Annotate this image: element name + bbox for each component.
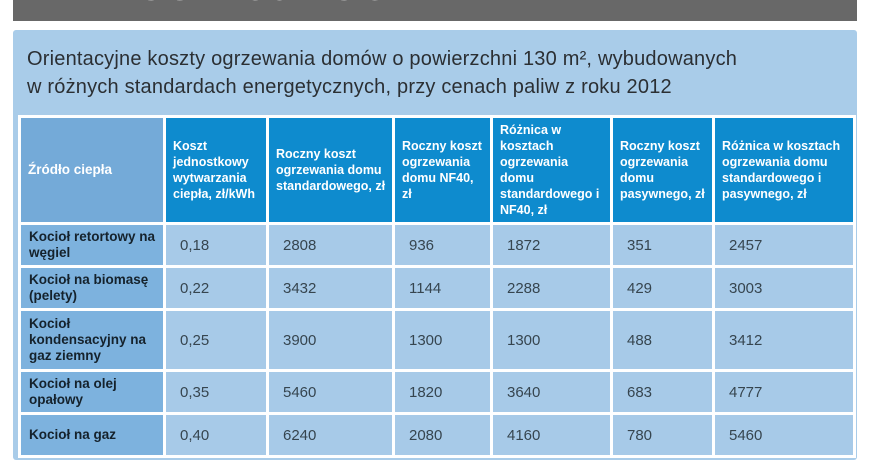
table-cell: 936	[395, 225, 490, 265]
table-cell: 3432	[269, 268, 392, 308]
title-banner: ILE KOSZTUJE OGRZEWANIE?	[13, 0, 857, 21]
table-cell: 0,25	[166, 311, 266, 369]
table-cell: 683	[613, 372, 712, 412]
description-line-2: w różnych standardach energetycznych, pr…	[27, 76, 672, 98]
table-description: Orientacyjne koszty ogrzewania domów o p…	[13, 30, 857, 101]
table-cell: 1300	[493, 311, 610, 369]
table-cell: 3640	[493, 372, 610, 412]
table-cell: 0,40	[166, 415, 266, 455]
row-header-coal-boiler: Kocioł retortowy na węgiel	[21, 225, 163, 265]
table-cell: 2457	[715, 225, 853, 265]
table-cell: 3900	[269, 311, 392, 369]
description-line-1: Orientacyjne koszty ogrzewania domów o p…	[27, 48, 738, 70]
table-row: Kocioł na gaz 0,40 6240 2080 4160 780 54…	[21, 415, 853, 455]
table-cell: 2288	[493, 268, 610, 308]
column-header-heat-source: Źródło ciepła	[21, 118, 163, 222]
table-row: Kocioł kondensacyjny na gaz ziemny 0,25 …	[21, 311, 853, 369]
page-title: ILE KOSZTUJE OGRZEWANIE?	[35, 0, 622, 7]
table-cell: 0,18	[166, 225, 266, 265]
table-cell: 3003	[715, 268, 853, 308]
table-cell: 2080	[395, 415, 490, 455]
column-header-standard-house-cost: Roczny koszt ogrzewania domu standardowe…	[269, 118, 392, 222]
table-cell: 2808	[269, 225, 392, 265]
table-cell: 429	[613, 268, 712, 308]
table-row: Kocioł na biomasę (pelety) 0,22 3432 114…	[21, 268, 853, 308]
table-cell: 351	[613, 225, 712, 265]
table-cell: 4777	[715, 372, 853, 412]
row-header-biomass-boiler: Kocioł na biomasę (pelety)	[21, 268, 163, 308]
table-cell: 1820	[395, 372, 490, 412]
table-cell: 3412	[715, 311, 853, 369]
table-cell: 488	[613, 311, 712, 369]
table-cell: 0,35	[166, 372, 266, 412]
table-cell: 1872	[493, 225, 610, 265]
row-header-condensing-gas-boiler: Kocioł kondensacyjny na gaz ziemny	[21, 311, 163, 369]
column-header-diff-standard-passive: Różnica w kosztach ogrzewania domu stand…	[715, 118, 853, 222]
column-header-unit-cost: Koszt jednostkowy wytwarzania ciepła, zł…	[166, 118, 266, 222]
table-row: Kocioł na olej opałowy 0,35 5460 1820 36…	[21, 372, 853, 412]
column-header-diff-standard-nf40: Różnica w kosztach ogrzewania domu stand…	[493, 118, 610, 222]
table-cell: 5460	[715, 415, 853, 455]
info-panel: Orientacyjne koszty ogrzewania domów o p…	[13, 30, 857, 460]
column-header-nf40-house-cost: Roczny koszt ogrzewania domu NF40, zł	[395, 118, 490, 222]
header-row: Źródło ciepła Koszt jednostkowy wytwarza…	[21, 118, 853, 222]
column-header-passive-house-cost: Roczny koszt ogrzewania domu pasywnego, …	[613, 118, 712, 222]
table-cell: 780	[613, 415, 712, 455]
table-cell: 1300	[395, 311, 490, 369]
row-header-oil-boiler: Kocioł na olej opałowy	[21, 372, 163, 412]
table-cell: 4160	[493, 415, 610, 455]
table-cell: 5460	[269, 372, 392, 412]
table-cell: 0,22	[166, 268, 266, 308]
row-header-lpg-boiler: Kocioł na gaz	[21, 415, 163, 455]
table-row: Kocioł retortowy na węgiel 0,18 2808 936…	[21, 225, 853, 265]
heating-cost-table: Źródło ciepła Koszt jednostkowy wytwarza…	[18, 115, 856, 458]
table-cell: 6240	[269, 415, 392, 455]
table-cell: 1144	[395, 268, 490, 308]
